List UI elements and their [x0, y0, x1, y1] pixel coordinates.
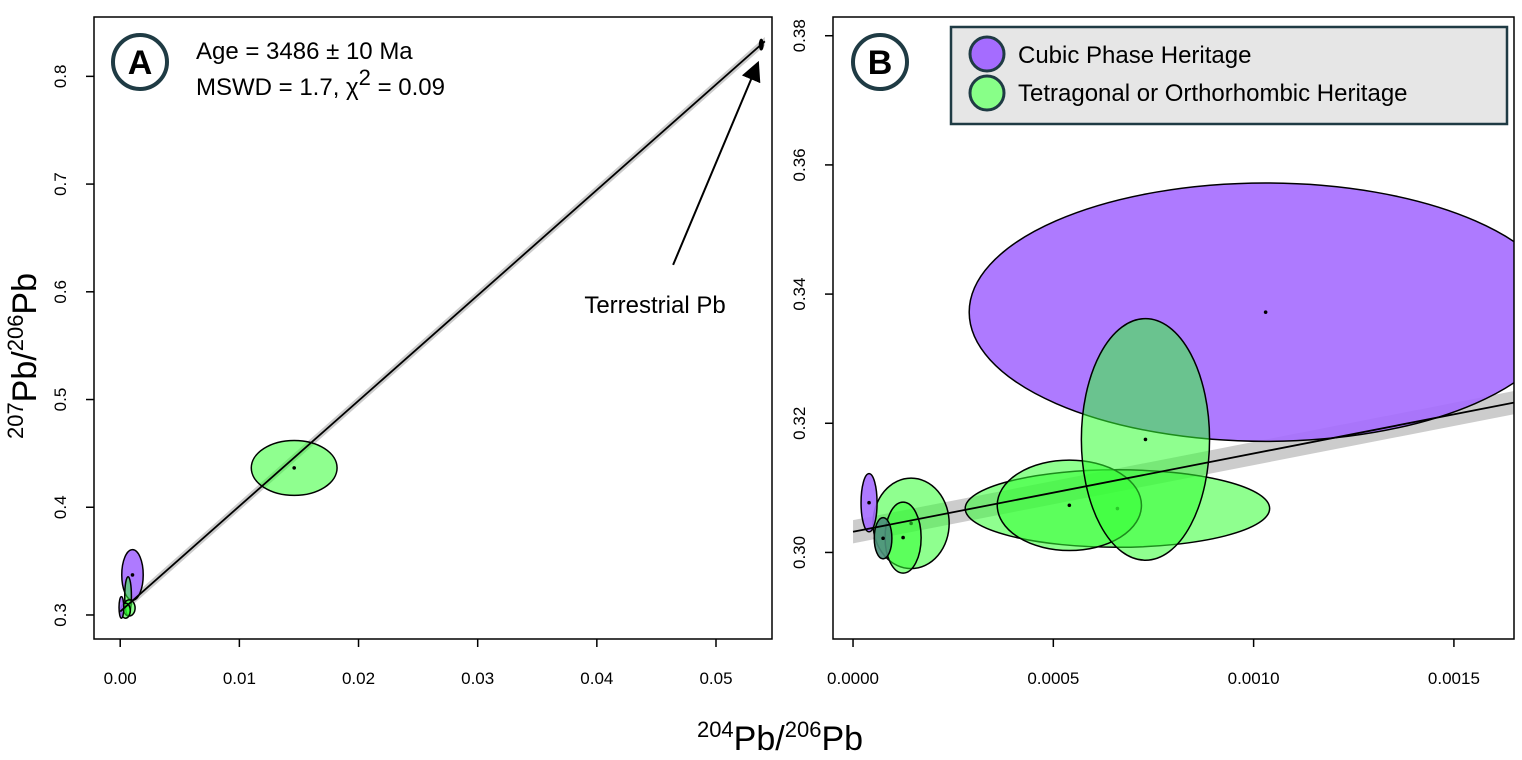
panel-b-frame: [832, 16, 1515, 640]
ellipse-center-point: [881, 536, 885, 541]
panel-b-badge: B: [851, 33, 909, 91]
ellipse-center-point: [292, 466, 296, 470]
ellipse-center-point: [867, 500, 871, 505]
panel-b: 0.0000 0.0005 0.0010 0.0015 0.30 0.32 0.34 0.3…: [790, 16, 1515, 688]
panel-a-frame: [93, 16, 773, 640]
y-tick-label: 0.4: [51, 495, 70, 519]
x-tick-label: 0.03: [461, 669, 494, 688]
y-tick-label: 0.36: [790, 148, 809, 181]
y-tick-label: 0.34: [790, 278, 809, 311]
legend-label-tetragonal: Tetragonal or Orthorhombic Heritage: [1018, 80, 1408, 107]
ellipse-center-point: [130, 573, 135, 577]
x-tick-label: 0.04: [580, 669, 613, 688]
y-tick-label: 0.38: [790, 19, 809, 52]
mswd-annotation: MSWD = 1.7, χ2 = 0.09: [196, 65, 445, 101]
y-tick-label: 0.7: [51, 172, 70, 196]
y-tick-label: 0.3: [51, 603, 70, 627]
x-tick-label: 0.0000: [827, 669, 879, 688]
legend-label-cubic: Cubic Phase Heritage: [1018, 42, 1251, 69]
isochron-line: [852, 401, 1514, 533]
terrestrial-pb-point: [758, 38, 764, 51]
x-tick-label: 0.05: [699, 669, 732, 688]
legend-swatch-tetragonal: [968, 74, 1006, 112]
x-tick-label: 0.02: [342, 669, 375, 688]
error-ellipse-cubic: [968, 182, 1514, 443]
y-tick-label: 0.6: [51, 280, 70, 304]
isochron-line: [119, 40, 766, 613]
error-ellipse-cubic: [118, 595, 125, 619]
ellipse-center-point: [1067, 503, 1072, 508]
terrestrial-pb-label: Terrestrial Pb: [584, 292, 725, 319]
x-tick-label: 0.0010: [1228, 669, 1280, 688]
age-annotation: Age = 3486 ± 10 Ma: [196, 38, 413, 65]
ellipse-center-point: [1263, 310, 1268, 314]
y-tick-label: 0.30: [790, 536, 809, 569]
legend-box: [949, 25, 1509, 126]
legend: Cubic Phase Heritage Tetragonal or Ortho…: [949, 25, 1509, 126]
y-axis-label: 207Pb/206Pb: [3, 273, 44, 439]
terrestrial-arrow: [672, 60, 761, 266]
x-tick-label: 0.01: [223, 669, 256, 688]
panel-a-badge: A: [111, 33, 169, 91]
x-tick-label: 0.0015: [1428, 669, 1480, 688]
y-tick-label: 0.32: [790, 407, 809, 440]
ellipse-center-point: [901, 535, 905, 540]
panel-a: 0.00 0.01 0.02 0.03 0.04 0.05 0.3 0.4 0.5 0.6 0.7…: [51, 16, 773, 688]
panel-a-letter: A: [128, 44, 153, 82]
panel-b-letter: B: [868, 44, 893, 82]
y-tick-label: 0.8: [51, 65, 70, 89]
x-tick-label: 0.00: [104, 669, 137, 688]
x-axis-label: 204Pb/206Pb: [697, 717, 863, 758]
legend-swatch-cubic: [968, 35, 1006, 73]
y-tick-label: 0.5: [51, 388, 70, 412]
ellipse-center-point: [1143, 437, 1148, 442]
x-tick-label: 0.0005: [1027, 669, 1079, 688]
